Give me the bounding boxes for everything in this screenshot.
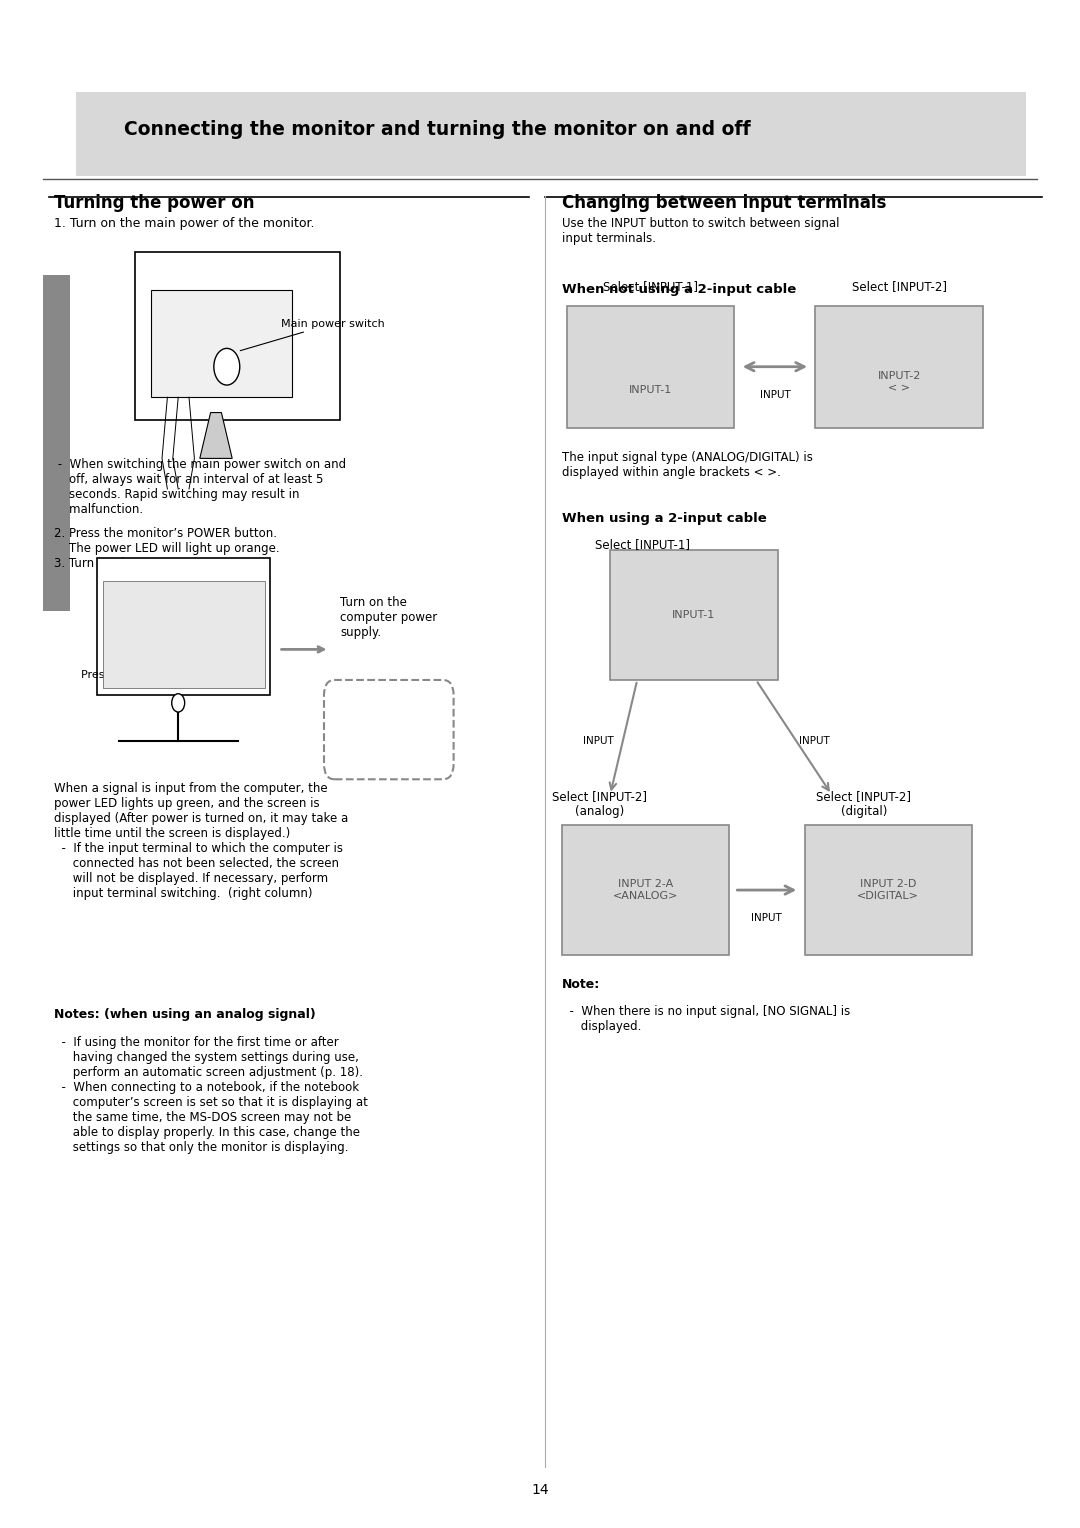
Text: Main power switch: Main power switch [240,318,384,350]
Text: Notes: (when using an analog signal): Notes: (when using an analog signal) [54,1008,315,1022]
Text: INPUT: INPUT [583,736,613,746]
Text: Turn on the
computer power
supply.: Turn on the computer power supply. [340,596,437,639]
Text: Select [INPUT-2]
(analog): Select [INPUT-2] (analog) [552,790,647,817]
Text: Changing between input terminals: Changing between input terminals [562,194,886,212]
FancyBboxPatch shape [815,306,983,428]
FancyBboxPatch shape [805,825,972,955]
Text: When using a 2-input cable: When using a 2-input cable [562,512,767,526]
Text: Select [INPUT-2]: Select [INPUT-2] [852,280,946,293]
Text: Turning the power on: Turning the power on [54,194,255,212]
Text: Select [INPUT-1]: Select [INPUT-1] [595,538,690,552]
FancyBboxPatch shape [43,275,70,611]
Polygon shape [200,413,232,458]
FancyBboxPatch shape [76,92,1026,176]
FancyBboxPatch shape [151,290,292,397]
Text: ON: ON [373,720,394,732]
Text: INPUT 2-A
<ANALOG>: INPUT 2-A <ANALOG> [612,879,678,902]
Circle shape [172,694,185,712]
Text: INPUT-2
< >: INPUT-2 < > [877,371,921,393]
Text: When not using a 2-input cable: When not using a 2-input cable [562,283,796,296]
Text: INPUT: INPUT [799,736,829,746]
FancyBboxPatch shape [567,306,734,428]
Text: -  When switching the main power switch on and
    off, always wait for an inter: - When switching the main power switch o… [54,458,346,516]
Text: INPUT-1: INPUT-1 [672,610,716,620]
FancyBboxPatch shape [97,558,270,695]
Text: -  When there is no input signal, [NO SIGNAL] is
     displayed.: - When there is no input signal, [NO SIG… [562,1005,850,1033]
FancyBboxPatch shape [562,825,729,955]
Circle shape [214,348,240,385]
FancyBboxPatch shape [135,252,340,420]
Text: INPUT-1: INPUT-1 [629,385,673,394]
Text: When a signal is input from the computer, the
power LED lights up green, and the: When a signal is input from the computer… [54,782,348,900]
Text: INPUT: INPUT [759,390,791,400]
Text: -  If using the monitor for the first time or after
     having changed the syst: - If using the monitor for the first tim… [54,1036,368,1154]
Text: The input signal type (ANALOG/DIGITAL) is
displayed within angle brackets < >.: The input signal type (ANALOG/DIGITAL) i… [562,451,812,478]
FancyBboxPatch shape [103,581,265,688]
Text: Use the INPUT button to switch between signal
input terminals.: Use the INPUT button to switch between s… [562,217,839,244]
Text: Select [INPUT-2]
(digital): Select [INPUT-2] (digital) [816,790,912,817]
Text: Press power button: Press power button [81,669,188,680]
Text: 14: 14 [531,1482,549,1497]
Text: 1. Turn on the main power of the monitor.: 1. Turn on the main power of the monitor… [54,217,314,231]
Text: Select [INPUT-1]: Select [INPUT-1] [604,280,698,293]
Text: 2. Press the monitor’s POWER button.
    The power LED will light up orange.
3. : 2. Press the monitor’s POWER button. The… [54,527,280,570]
Text: INPUT 2-D
<DIGITAL>: INPUT 2-D <DIGITAL> [858,879,919,902]
FancyBboxPatch shape [324,680,454,779]
Text: INPUT: INPUT [752,914,782,923]
Text: Note:: Note: [562,978,599,992]
Text: Connecting the monitor and turning the monitor on and off: Connecting the monitor and turning the m… [124,121,751,139]
FancyBboxPatch shape [610,550,778,680]
